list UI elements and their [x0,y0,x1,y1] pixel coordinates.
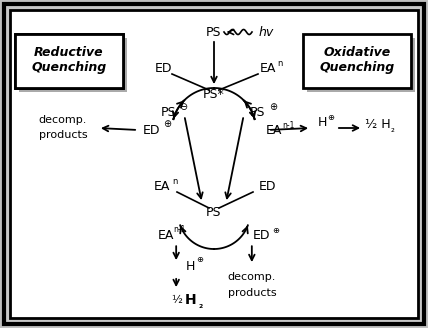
Text: ⊕: ⊕ [197,256,204,264]
Text: ⊕: ⊕ [269,102,277,112]
Text: PS: PS [160,106,176,119]
Text: ED: ED [259,180,277,194]
FancyBboxPatch shape [10,10,418,318]
FancyBboxPatch shape [19,38,127,92]
Text: EA: EA [266,124,282,136]
Text: decomp.: decomp. [39,115,87,125]
Text: ₂: ₂ [198,300,202,310]
Text: PS: PS [206,207,222,219]
Text: Oxidative: Oxidative [324,46,391,58]
Text: H: H [184,293,196,307]
FancyBboxPatch shape [15,34,123,88]
Text: ED: ED [155,63,173,75]
Text: ⊖: ⊖ [179,102,187,112]
Text: n: n [172,177,178,187]
Text: H: H [317,116,327,130]
Text: ⊕: ⊕ [327,113,335,121]
Text: EA: EA [154,180,170,194]
Text: Quenching: Quenching [319,62,395,74]
Text: PS: PS [250,106,265,119]
Text: n-1: n-1 [173,225,185,234]
Text: products: products [228,288,276,298]
Text: ED: ED [143,124,161,136]
Text: decomp.: decomp. [228,272,276,282]
Text: ED: ED [253,229,270,242]
FancyBboxPatch shape [303,34,411,88]
Text: ⊕: ⊕ [272,226,279,235]
Text: EA: EA [158,229,174,242]
Text: ₂: ₂ [391,124,395,134]
FancyBboxPatch shape [4,4,424,324]
FancyBboxPatch shape [307,38,415,92]
Text: PS: PS [206,26,222,38]
FancyBboxPatch shape [15,34,123,88]
Text: PS*: PS* [203,89,225,101]
Text: products: products [39,130,87,140]
Text: EA: EA [260,63,276,75]
Text: n-1: n-1 [282,120,294,130]
Text: Reductive: Reductive [34,46,104,58]
Text: n: n [277,59,282,69]
Text: ½: ½ [171,295,181,305]
Text: ⊕: ⊕ [163,119,171,129]
Text: H: H [185,259,195,273]
Text: hv: hv [259,26,273,38]
Text: Quenching: Quenching [31,62,107,74]
Text: ½ H: ½ H [365,117,391,131]
